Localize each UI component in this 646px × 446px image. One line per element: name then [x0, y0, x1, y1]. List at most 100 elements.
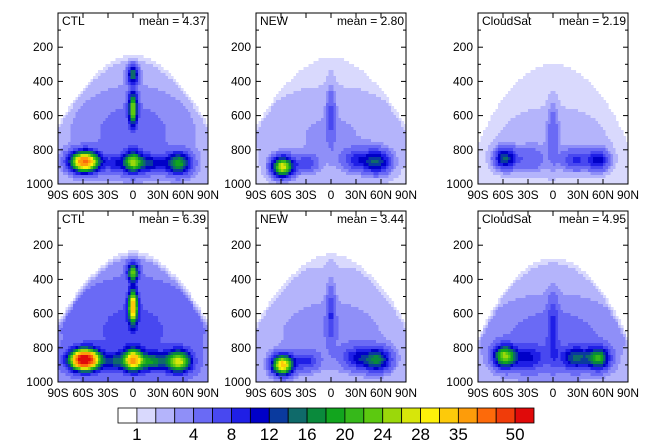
- heatmap-cell: [321, 73, 325, 77]
- heatmap-cell: [90, 139, 94, 143]
- heatmap-cell: [318, 148, 322, 152]
- heatmap-cell: [123, 112, 127, 116]
- heatmap-cell: [135, 127, 139, 131]
- heatmap-cell: [278, 148, 282, 152]
- heatmap-cell: [303, 133, 307, 137]
- heatmap-cell: [386, 118, 390, 122]
- heatmap-cell: [358, 157, 362, 161]
- heatmap-cell: [268, 109, 272, 113]
- heatmap-cell: [513, 181, 517, 184]
- heatmap-cell: [175, 109, 179, 113]
- heatmap-cell: [341, 58, 345, 62]
- heatmap-cell: [328, 154, 332, 158]
- heatmap-cell: [283, 136, 287, 140]
- heatmap-cell: [321, 163, 325, 167]
- heatmap-cell: [498, 121, 502, 125]
- heatmap-cell: [393, 160, 397, 164]
- heatmap-cell: [313, 166, 317, 170]
- heatmap-cell: [540, 85, 544, 89]
- heatmap-cell: [538, 142, 542, 146]
- heatmap-cell: [88, 97, 92, 101]
- heatmap-cell: [90, 91, 94, 95]
- heatmap-cell: [75, 133, 79, 137]
- heatmap-cell: [258, 130, 262, 134]
- heatmap-cell: [323, 148, 327, 152]
- heatmap-cell: [103, 151, 107, 155]
- heatmap-cell: [266, 109, 270, 113]
- heatmap-cell: [130, 181, 134, 184]
- heatmap-cell: [323, 85, 327, 89]
- heatmap-cell: [105, 85, 109, 89]
- heatmap-cell: [73, 157, 77, 161]
- heatmap-cell: [108, 67, 112, 71]
- heatmap-cell: [361, 160, 365, 164]
- heatmap-cell: [303, 82, 307, 86]
- heatmap-cell: [333, 118, 337, 122]
- heatmap-cell: [336, 154, 340, 158]
- heatmap-cell: [118, 70, 122, 74]
- heatmap-cell: [150, 118, 154, 122]
- heatmap-cell: [306, 73, 310, 77]
- heatmap-cell: [200, 133, 204, 137]
- heatmap-cell: [123, 160, 127, 164]
- heatmap-cell: [303, 157, 307, 161]
- heatmap-cell: [158, 85, 162, 89]
- heatmap-cell: [185, 181, 189, 184]
- heatmap-cell: [198, 133, 202, 137]
- heatmap-cell: [308, 76, 312, 80]
- heatmap-cell: [316, 121, 320, 125]
- heatmap-cell: [493, 148, 497, 152]
- heatmap-cell: [190, 172, 194, 176]
- heatmap-cell: [120, 103, 124, 107]
- heatmap-cell: [100, 118, 104, 122]
- heatmap-cell: [311, 115, 315, 119]
- heatmap-cell: [85, 154, 89, 158]
- heatmap-cell: [153, 160, 157, 164]
- heatmap-cell: [108, 118, 112, 122]
- heatmap-cell: [356, 67, 360, 71]
- heatmap-cell: [368, 178, 372, 182]
- heatmap-cell: [145, 91, 149, 95]
- heatmap-cell: [396, 112, 400, 116]
- heatmap-cell: [175, 178, 179, 182]
- heatmap-cell: [371, 94, 375, 98]
- heatmap-cell: [135, 115, 139, 119]
- heatmap-cell: [388, 103, 392, 107]
- heatmap-cell: [93, 133, 97, 137]
- heatmap-cell: [165, 157, 169, 161]
- heatmap-cell: [88, 127, 92, 131]
- heatmap-cell: [185, 100, 189, 104]
- heatmap-cell: [368, 142, 372, 146]
- heatmap-cell: [271, 109, 275, 113]
- heatmap-cell: [351, 115, 355, 119]
- heatmap-cell: [530, 85, 534, 89]
- heatmap-cell: [68, 160, 72, 164]
- heatmap-cell: [278, 100, 282, 104]
- heatmap-cell: [308, 97, 312, 101]
- heatmap-cell: [318, 109, 322, 113]
- heatmap-cell: [371, 157, 375, 161]
- heatmap-cell: [125, 103, 129, 107]
- heatmap-cell: [115, 79, 119, 83]
- heatmap-cell: [88, 175, 92, 179]
- heatmap-cell: [173, 100, 177, 104]
- heatmap-cell: [495, 124, 499, 128]
- heatmap-cell: [396, 118, 400, 122]
- heatmap-cell: [63, 127, 67, 131]
- heatmap-cell: [343, 154, 347, 158]
- heatmap-cell: [168, 118, 172, 122]
- heatmap-cell: [158, 112, 162, 116]
- heatmap-cell: [123, 169, 127, 173]
- heatmap-cell: [185, 139, 189, 143]
- heatmap-cell: [278, 112, 282, 116]
- heatmap-cell: [108, 130, 112, 134]
- heatmap-cell: [301, 169, 305, 173]
- heatmap-cell: [276, 112, 280, 116]
- heatmap-cell: [198, 121, 202, 125]
- heatmap-cell: [513, 94, 517, 98]
- heatmap-cell: [376, 172, 380, 176]
- heatmap-cell: [525, 76, 529, 80]
- heatmap-cell: [105, 166, 109, 170]
- heatmap-cell: [143, 115, 147, 119]
- heatmap-cell: [528, 79, 532, 83]
